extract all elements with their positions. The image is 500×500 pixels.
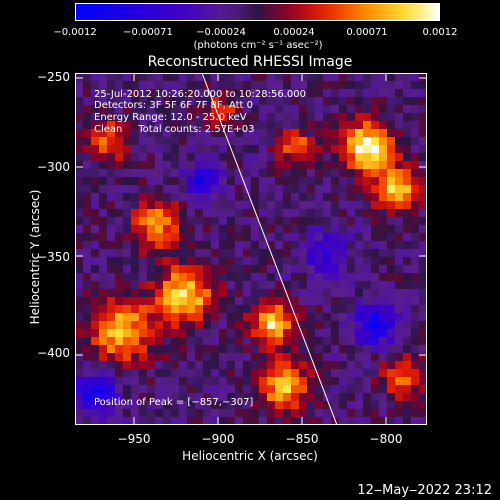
peak-position-label: Position of Peak = [−857,−307] [94, 397, 254, 408]
colorbar-tick: 0.00071 [346, 27, 388, 38]
y-axis-label: Heliocentric Y (arcsec) [28, 189, 42, 325]
colorbar-tick: −0.00071 [123, 27, 173, 38]
image-pixels [75, 73, 427, 425]
colorbar-tick: 0.0012 [422, 27, 458, 38]
y-tick-label: −350 [37, 250, 70, 264]
x-tick-label: −850 [285, 432, 319, 446]
plot-frame [75, 73, 427, 425]
image-title: Reconstructed RHESSI Image [147, 54, 353, 70]
y-tick-label: −300 [37, 160, 70, 174]
colorbar-tick: 0.00024 [273, 27, 315, 38]
x-tick-label: −900 [201, 432, 235, 446]
rhessi-image [75, 73, 427, 425]
colorbar-tick: −0.0012 [53, 27, 97, 38]
x-tick-label: −800 [369, 432, 403, 446]
rhessi-image-plot [75, 73, 427, 425]
info-clean-counts: Clean Total counts: 2.57E+03 [94, 124, 255, 135]
x-tick-label: −950 [117, 432, 151, 446]
limb-line [201, 73, 338, 425]
y-tick-label: −250 [37, 70, 70, 84]
info-energy-range: Energy Range: 12.0 - 25.0 keV [94, 112, 247, 123]
footer-timestamp: 12‒May‒2022 23:12 [357, 483, 492, 498]
x-axis-label: Heliocentric X (arcsec) [182, 449, 318, 463]
colorbar-tick: −0.00024 [196, 27, 246, 38]
colorbar-unit-label: (photons cm⁻² s⁻¹ asec⁻²) [193, 40, 323, 51]
info-time-range: 25-Jul-2012 10:26:20.000 to 10:28:56.000 [94, 89, 306, 100]
info-detectors: Detectors: 3F 5F 6F 7F 8F, Att 0 [94, 100, 254, 111]
y-axis-ticks [75, 77, 427, 356]
x-axis-ticks [133, 73, 387, 425]
colorbar [75, 3, 440, 21]
y-tick-label: −400 [37, 346, 70, 360]
